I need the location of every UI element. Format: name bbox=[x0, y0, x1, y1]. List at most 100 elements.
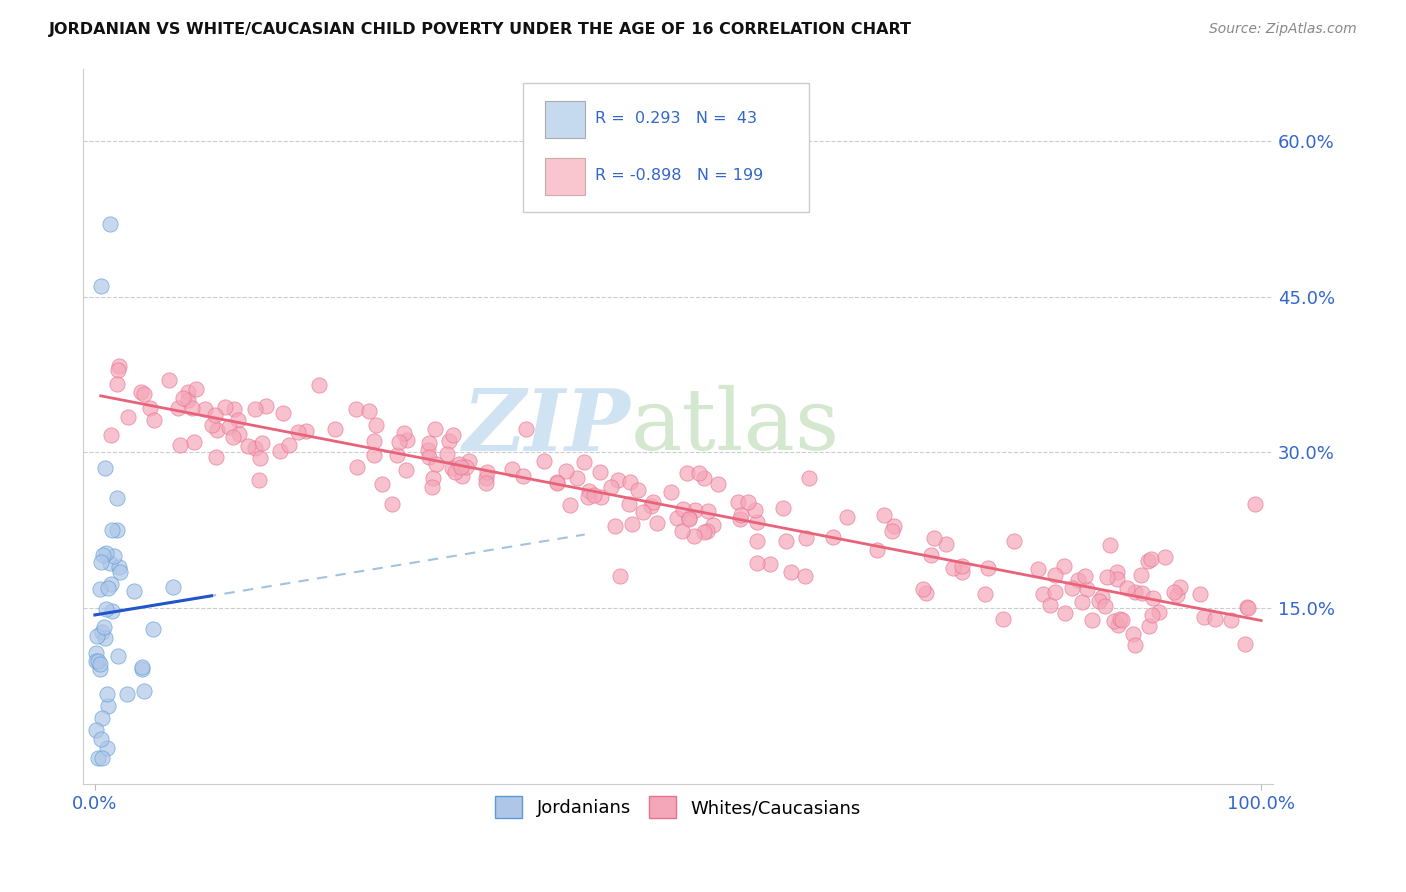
Text: atlas: atlas bbox=[630, 384, 839, 468]
Point bbox=[676, 466, 699, 480]
Point bbox=[94, 631, 117, 645]
Point bbox=[142, 622, 165, 636]
Point bbox=[474, 476, 496, 491]
Point bbox=[883, 518, 905, 533]
Point bbox=[1043, 567, 1066, 582]
Point bbox=[184, 382, 207, 396]
Point bbox=[87, 751, 110, 765]
Point bbox=[201, 418, 224, 433]
Point bbox=[696, 504, 718, 518]
Point bbox=[183, 434, 205, 449]
Text: R = -0.898   N = 199: R = -0.898 N = 199 bbox=[595, 169, 763, 184]
Point bbox=[204, 408, 226, 422]
Point bbox=[236, 439, 259, 453]
Point bbox=[578, 484, 600, 499]
Point bbox=[603, 518, 626, 533]
Text: ZIP: ZIP bbox=[463, 384, 630, 468]
Point bbox=[1080, 613, 1102, 627]
Point bbox=[93, 620, 115, 634]
Point bbox=[619, 497, 641, 511]
Point bbox=[1076, 582, 1098, 596]
Point bbox=[250, 435, 273, 450]
Point bbox=[90, 279, 112, 293]
Point bbox=[101, 604, 124, 618]
Point bbox=[475, 465, 498, 479]
Point bbox=[1234, 637, 1257, 651]
Point bbox=[207, 423, 229, 437]
Point bbox=[456, 459, 478, 474]
Point bbox=[759, 557, 782, 571]
Point bbox=[565, 471, 588, 485]
Point bbox=[346, 460, 368, 475]
Point bbox=[177, 393, 200, 408]
Point bbox=[226, 413, 249, 427]
Point bbox=[609, 569, 631, 583]
Point bbox=[91, 548, 114, 562]
Point bbox=[974, 587, 997, 601]
Point bbox=[576, 490, 599, 504]
Point bbox=[96, 740, 118, 755]
Point bbox=[449, 457, 471, 471]
Point bbox=[475, 470, 498, 484]
Point bbox=[105, 491, 128, 505]
Point bbox=[222, 402, 245, 417]
Point bbox=[558, 498, 581, 512]
Point bbox=[775, 534, 797, 549]
Point bbox=[101, 523, 124, 537]
Point bbox=[94, 460, 117, 475]
Point bbox=[418, 450, 440, 465]
Point bbox=[117, 410, 139, 425]
Point bbox=[589, 465, 612, 479]
Point bbox=[388, 435, 411, 450]
Point bbox=[87, 655, 110, 669]
Point bbox=[181, 401, 204, 415]
Point bbox=[1054, 606, 1077, 620]
Point bbox=[1062, 581, 1084, 595]
Point bbox=[97, 581, 120, 595]
Point bbox=[84, 723, 107, 737]
Point bbox=[90, 751, 112, 765]
Point bbox=[96, 546, 118, 560]
Point bbox=[105, 377, 128, 392]
Point bbox=[515, 422, 537, 436]
Point bbox=[97, 699, 120, 714]
Point bbox=[425, 422, 447, 436]
Point bbox=[1111, 613, 1133, 627]
Point bbox=[131, 659, 153, 673]
Point bbox=[84, 647, 107, 661]
Point bbox=[107, 363, 129, 377]
Point bbox=[172, 391, 194, 405]
Point bbox=[1188, 587, 1211, 601]
Point bbox=[131, 384, 153, 399]
Point bbox=[243, 401, 266, 416]
Point bbox=[89, 662, 111, 676]
Point bbox=[501, 462, 523, 476]
Point bbox=[620, 516, 643, 531]
Point bbox=[89, 657, 111, 671]
Point bbox=[682, 529, 704, 543]
Point bbox=[436, 447, 458, 461]
Point bbox=[1142, 591, 1164, 605]
Point bbox=[512, 469, 534, 483]
Point bbox=[441, 460, 464, 475]
Point bbox=[589, 490, 612, 504]
Point bbox=[1137, 618, 1160, 632]
Point bbox=[1244, 497, 1267, 511]
Point bbox=[107, 560, 129, 574]
Point bbox=[627, 483, 650, 498]
Point bbox=[1102, 614, 1125, 628]
Point bbox=[991, 612, 1014, 626]
Point bbox=[1130, 586, 1153, 600]
Point bbox=[132, 684, 155, 698]
Point bbox=[1166, 588, 1188, 602]
Point bbox=[84, 654, 107, 668]
Point bbox=[582, 488, 605, 502]
Point bbox=[924, 531, 946, 545]
Point bbox=[1094, 599, 1116, 613]
Point bbox=[344, 401, 367, 416]
Point bbox=[821, 530, 844, 544]
Point bbox=[1115, 582, 1137, 596]
Point bbox=[599, 480, 621, 494]
Point bbox=[640, 499, 662, 513]
Point bbox=[418, 435, 440, 450]
